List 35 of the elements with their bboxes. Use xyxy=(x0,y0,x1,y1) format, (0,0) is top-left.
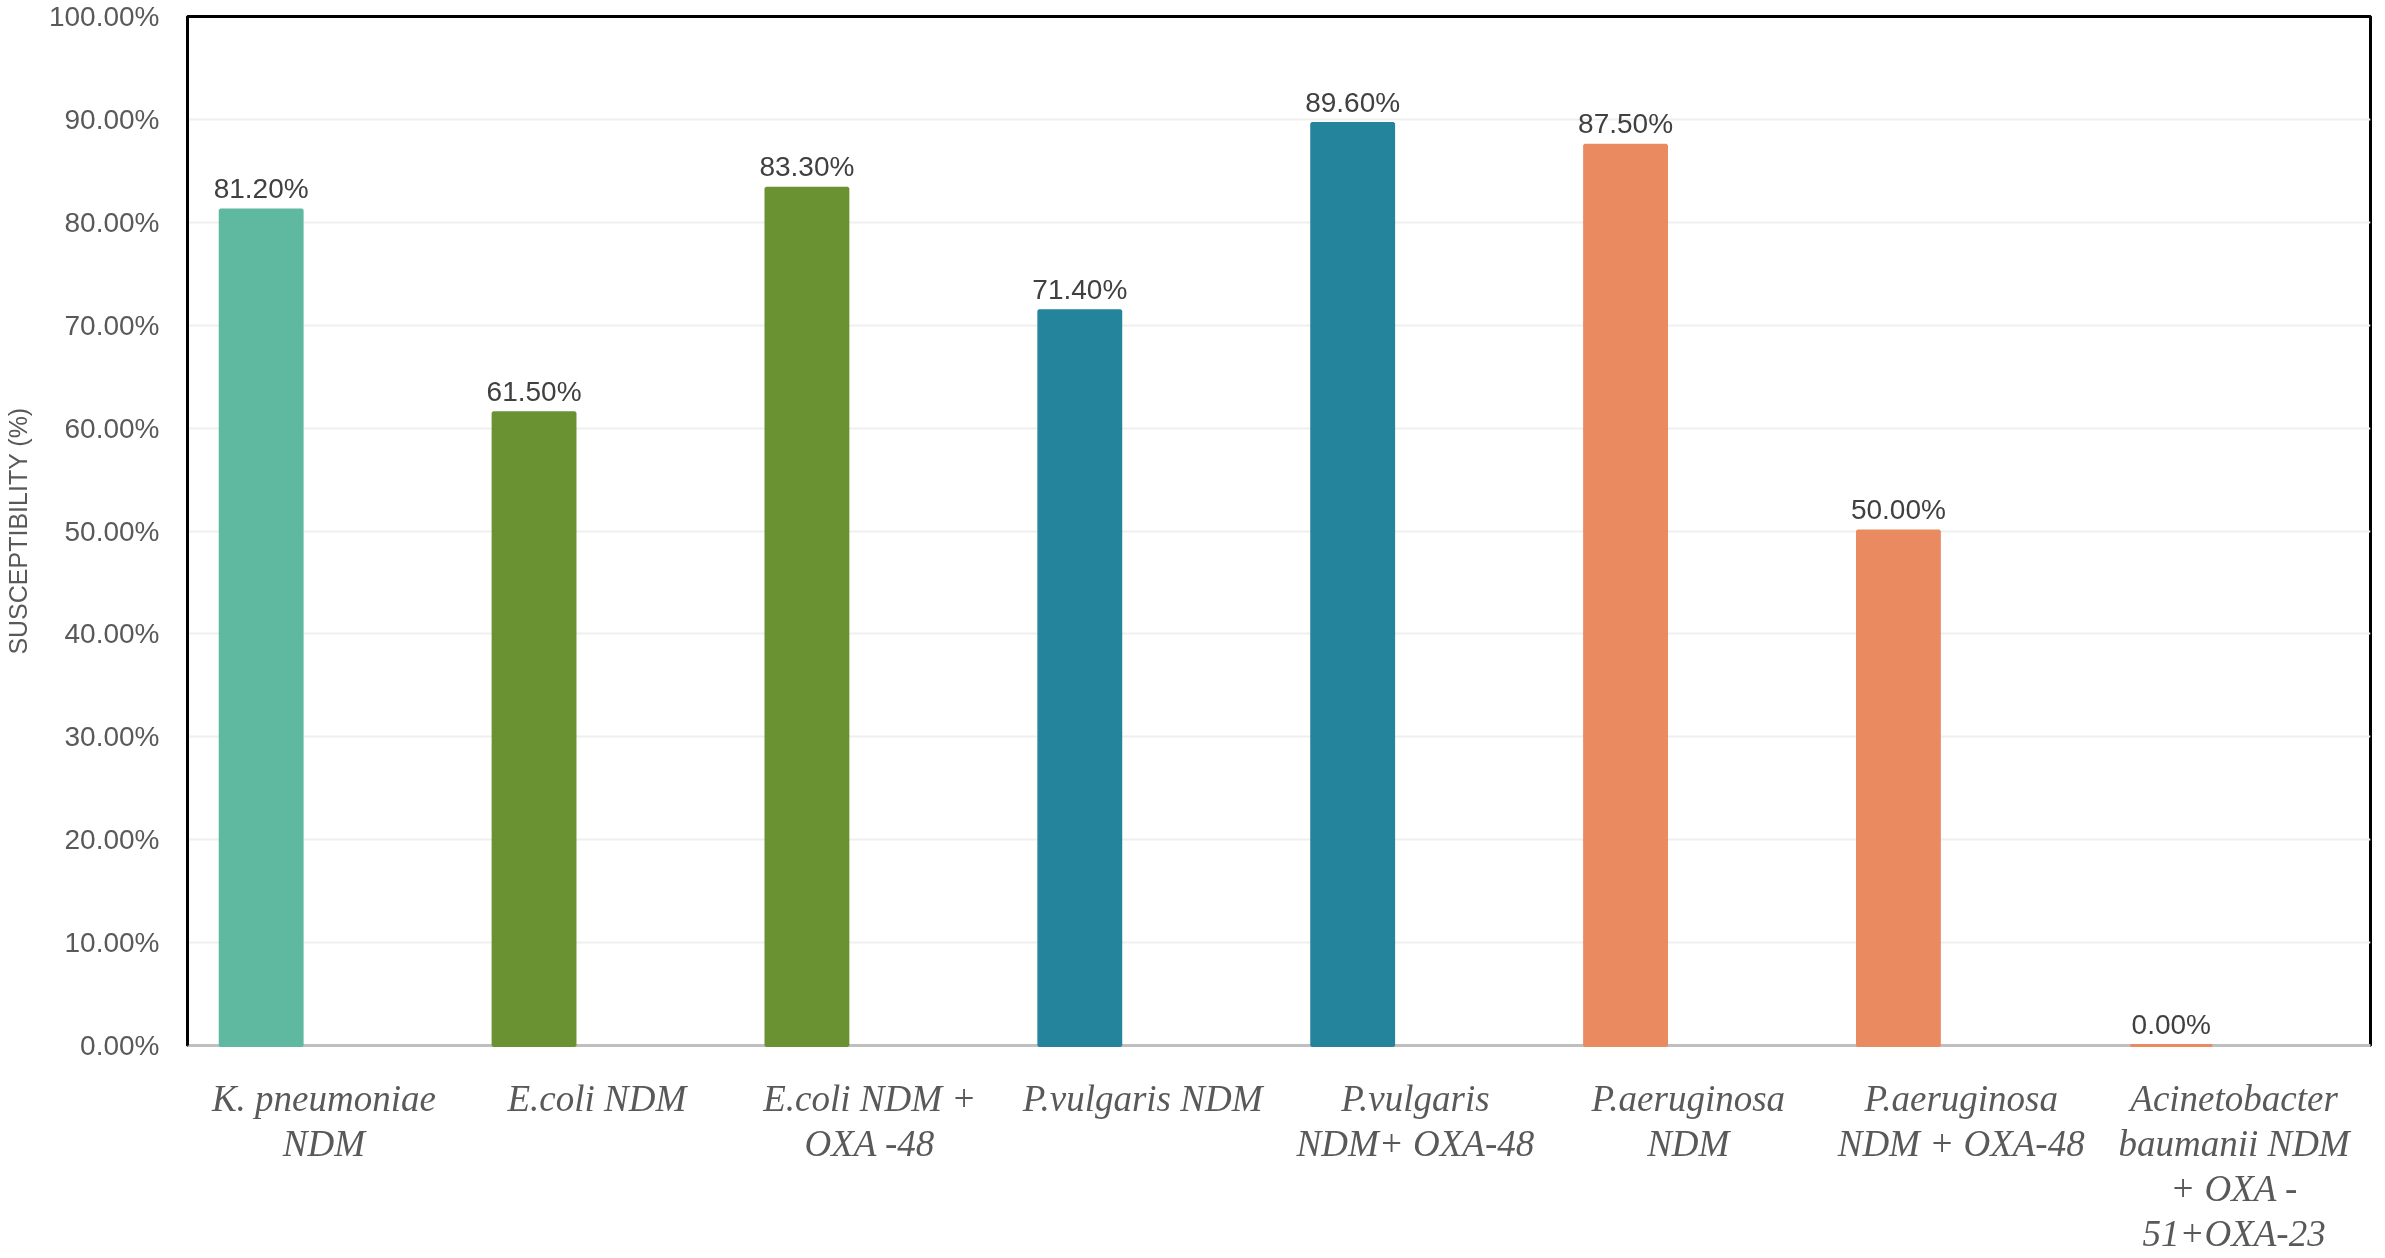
bar xyxy=(491,411,577,1047)
data-label: 83.30% xyxy=(759,151,855,183)
bar xyxy=(1855,529,1941,1047)
y-tick-label: 60.00% xyxy=(64,412,160,444)
data-label: 89.60% xyxy=(1305,86,1401,118)
x-tick-label: E.coli NDM xyxy=(506,1077,689,1119)
data-label: 0.00% xyxy=(2131,1008,2212,1040)
y-tick-label: 10.00% xyxy=(64,927,160,959)
x-tick-label: Acinetobacter baumanii NDM + OXA - 51+OXA-23 xyxy=(2118,1077,2352,1254)
y-tick-label: 20.00% xyxy=(64,824,160,856)
bar xyxy=(218,208,304,1047)
y-tick-label: 50.00% xyxy=(64,515,160,547)
x-tick-label: P.vulgaris NDM+ OXA-48 xyxy=(1295,1077,1535,1164)
x-tick-label: K. pneumoniae NDM xyxy=(210,1077,436,1164)
data-label: 71.40% xyxy=(1032,273,1128,305)
y-tick-label: 90.00% xyxy=(64,103,160,135)
x-tick-label: P.aeruginosa NDM + OXA-48 xyxy=(1836,1077,2086,1164)
y-tick-label: 80.00% xyxy=(64,206,160,238)
x-tick-label: E.coli NDM + OXA -48 xyxy=(762,1077,977,1164)
bar xyxy=(764,186,850,1047)
y-tick-label: 100.00% xyxy=(48,1,160,32)
data-label: 87.50% xyxy=(1578,108,1674,140)
data-label: 81.20% xyxy=(213,172,309,204)
x-tick-label: P.aeruginosa NDM xyxy=(1590,1077,1786,1164)
y-tick-label: 70.00% xyxy=(64,309,160,341)
y-tick-label: 0.00% xyxy=(80,1030,160,1061)
data-label: 50.00% xyxy=(1850,494,1946,525)
x-tick-label: P.vulgaris NDM xyxy=(1021,1077,1265,1119)
bar xyxy=(1310,122,1396,1047)
bar xyxy=(1583,143,1668,1047)
y-tick-label: 40.00% xyxy=(64,618,160,650)
y-axis-title: SUSCEPTIBILITY (%) xyxy=(3,407,32,655)
data-label: 61.50% xyxy=(486,375,582,407)
bar xyxy=(1037,309,1123,1047)
y-tick-label: 30.00% xyxy=(64,721,160,753)
